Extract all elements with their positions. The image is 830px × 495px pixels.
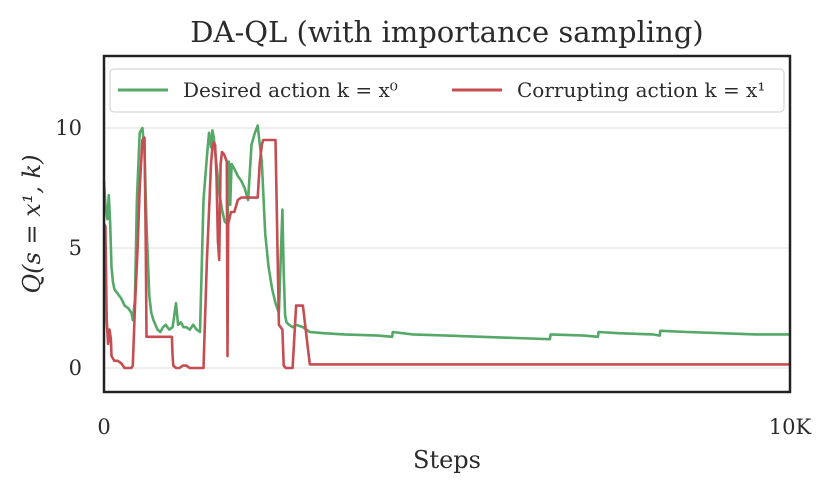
legend-label-desired: Desired action k = x⁰ [183,78,398,102]
legend-box [109,68,785,113]
y-tick-label: 10 [55,116,82,140]
y-tick-label: 0 [69,356,82,380]
axis-ticks: 0 5 10 0 10K [55,116,811,439]
x-tick-label: 0 [97,415,110,439]
x-tick-label: 10K [769,415,812,439]
plot-frame [102,54,792,394]
chart-title: DA-QL (with importance sampling) [190,15,703,49]
y-axis-label: Q(s = x¹, k) [18,154,46,293]
x-axis-label: Steps [413,446,481,474]
legend-label-corrupting: Corrupting action k = x¹ [517,78,765,102]
y-tick-label: 5 [69,236,82,260]
legend: Desired action k = x⁰ Corrupting action … [109,68,785,113]
series-lines [102,124,790,370]
series-line-desired [102,124,790,341]
series-line-corrupting [102,136,790,370]
